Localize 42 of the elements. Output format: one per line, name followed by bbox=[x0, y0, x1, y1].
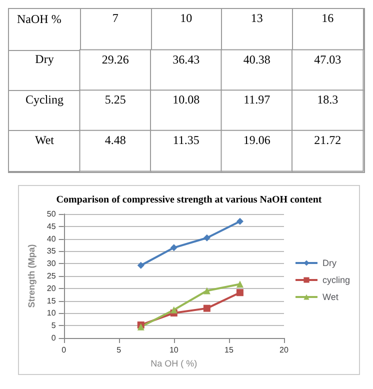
y-tick-label: 15 bbox=[46, 296, 56, 306]
x-tick-label: 15 bbox=[224, 346, 234, 354]
data-label: 19.06 bbox=[243, 132, 270, 147]
y-tick-label: 40 bbox=[46, 234, 56, 244]
data-label: 40.38 bbox=[243, 52, 270, 66]
x-tick-label: 16 bbox=[322, 11, 334, 25]
x-tick-label: 0 bbox=[62, 346, 67, 354]
y-tick-label: Wet bbox=[34, 132, 55, 147]
x-tick-label: 7 bbox=[112, 11, 118, 25]
y-axis-title: Strength (Mpa) bbox=[26, 244, 36, 308]
legend-label: Wet bbox=[322, 292, 339, 302]
y-tick-label: 5 bbox=[51, 321, 56, 330]
data-label: 4.48 bbox=[104, 132, 126, 147]
y-tick-label: 45 bbox=[46, 222, 56, 231]
data-label: 29.26 bbox=[102, 52, 129, 66]
y-tick-label: 20 bbox=[46, 284, 56, 293]
x-axis-title: NaOH % bbox=[17, 12, 62, 26]
y-tick-label: 30 bbox=[46, 259, 56, 268]
x-tick-label: 13 bbox=[250, 11, 263, 25]
data-label: 36.43 bbox=[172, 52, 200, 66]
y-tick-label: Cycling bbox=[26, 92, 64, 106]
y-tick-label: 50 bbox=[46, 210, 56, 218]
x-tick-label: 10 bbox=[169, 346, 179, 354]
x-tick-label: 10 bbox=[180, 11, 192, 25]
y-tick-label: 10 bbox=[46, 308, 56, 318]
x-axis-title: Na OH ( %) bbox=[150, 358, 198, 368]
legend-label: Dry bbox=[322, 258, 337, 268]
data-label: 11.35 bbox=[172, 132, 200, 147]
data-label: 10.08 bbox=[172, 92, 200, 107]
y-tick-label: 0 bbox=[51, 334, 56, 342]
x-tick-label: 20 bbox=[280, 346, 289, 354]
y-tick-label: 25 bbox=[46, 272, 56, 280]
data-label: 11.97 bbox=[244, 92, 270, 107]
data-label: 18.3 bbox=[317, 92, 338, 107]
chart-title: Comparison of compressive strength at various NaOH content bbox=[56, 194, 322, 206]
y-tick-label: Dry bbox=[35, 52, 54, 66]
legend-label: cycling bbox=[322, 275, 350, 285]
x-tick-label: 5 bbox=[116, 346, 122, 354]
y-tick-label: 35 bbox=[46, 246, 56, 256]
data-label: 47.03 bbox=[314, 52, 342, 66]
data-label: 21.72 bbox=[314, 132, 342, 147]
data-label: 5.25 bbox=[104, 92, 126, 107]
